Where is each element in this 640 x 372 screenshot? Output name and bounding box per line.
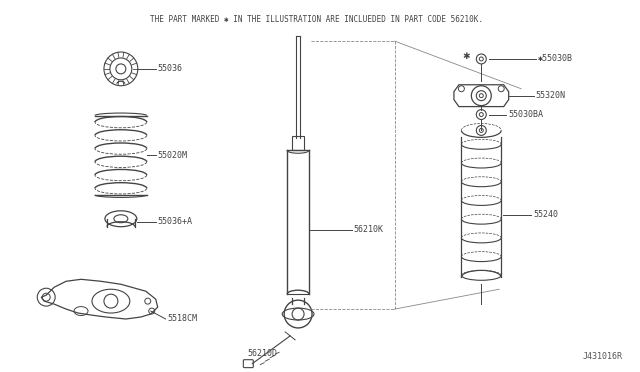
Text: 55036+A: 55036+A: [157, 217, 193, 226]
Text: 56210K: 56210K: [354, 225, 384, 234]
Text: 55020M: 55020M: [157, 151, 188, 160]
Text: 55320N: 55320N: [536, 91, 566, 100]
Text: THE PART MARKED ✱ IN THE ILLUSTRATION ARE INCLUEDED IN PART CODE 56210K.: THE PART MARKED ✱ IN THE ILLUSTRATION AR…: [150, 15, 483, 24]
Text: 55240: 55240: [533, 210, 558, 219]
Text: ✱55030B: ✱55030B: [538, 54, 573, 64]
Text: 55036: 55036: [157, 64, 182, 73]
Text: 55030BA: 55030BA: [508, 110, 543, 119]
Text: J431016R: J431016R: [582, 352, 623, 361]
Text: 56210D: 56210D: [247, 349, 277, 358]
Text: ✱: ✱: [463, 52, 470, 61]
Text: 5518CM: 5518CM: [168, 314, 198, 324]
